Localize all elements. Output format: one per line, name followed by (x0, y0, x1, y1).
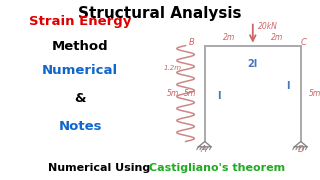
Text: A: A (200, 145, 206, 154)
Text: C: C (301, 38, 307, 47)
Text: 5m: 5m (309, 89, 320, 98)
Text: I: I (218, 91, 221, 101)
Text: &: & (74, 92, 86, 105)
Text: Method: Method (52, 40, 108, 53)
Text: Numerical Using: Numerical Using (48, 163, 154, 173)
Text: 2I: 2I (248, 59, 258, 69)
Text: 2m: 2m (223, 33, 235, 42)
Text: 2m: 2m (271, 33, 283, 42)
Text: 1.2m: 1.2m (163, 65, 181, 71)
Text: Structural Analysis: Structural Analysis (78, 6, 242, 21)
Text: Numerical: Numerical (42, 64, 118, 77)
Text: Notes: Notes (58, 120, 102, 132)
Text: B: B (189, 38, 195, 47)
Text: Strain Energy: Strain Energy (29, 15, 131, 28)
Text: I: I (286, 80, 290, 91)
Text: 20kN: 20kN (258, 22, 277, 32)
Text: 5m: 5m (184, 89, 196, 98)
Text: 5m: 5m (167, 89, 179, 98)
Text: Castigliano's theorem: Castigliano's theorem (149, 163, 285, 173)
Text: D: D (298, 145, 304, 154)
